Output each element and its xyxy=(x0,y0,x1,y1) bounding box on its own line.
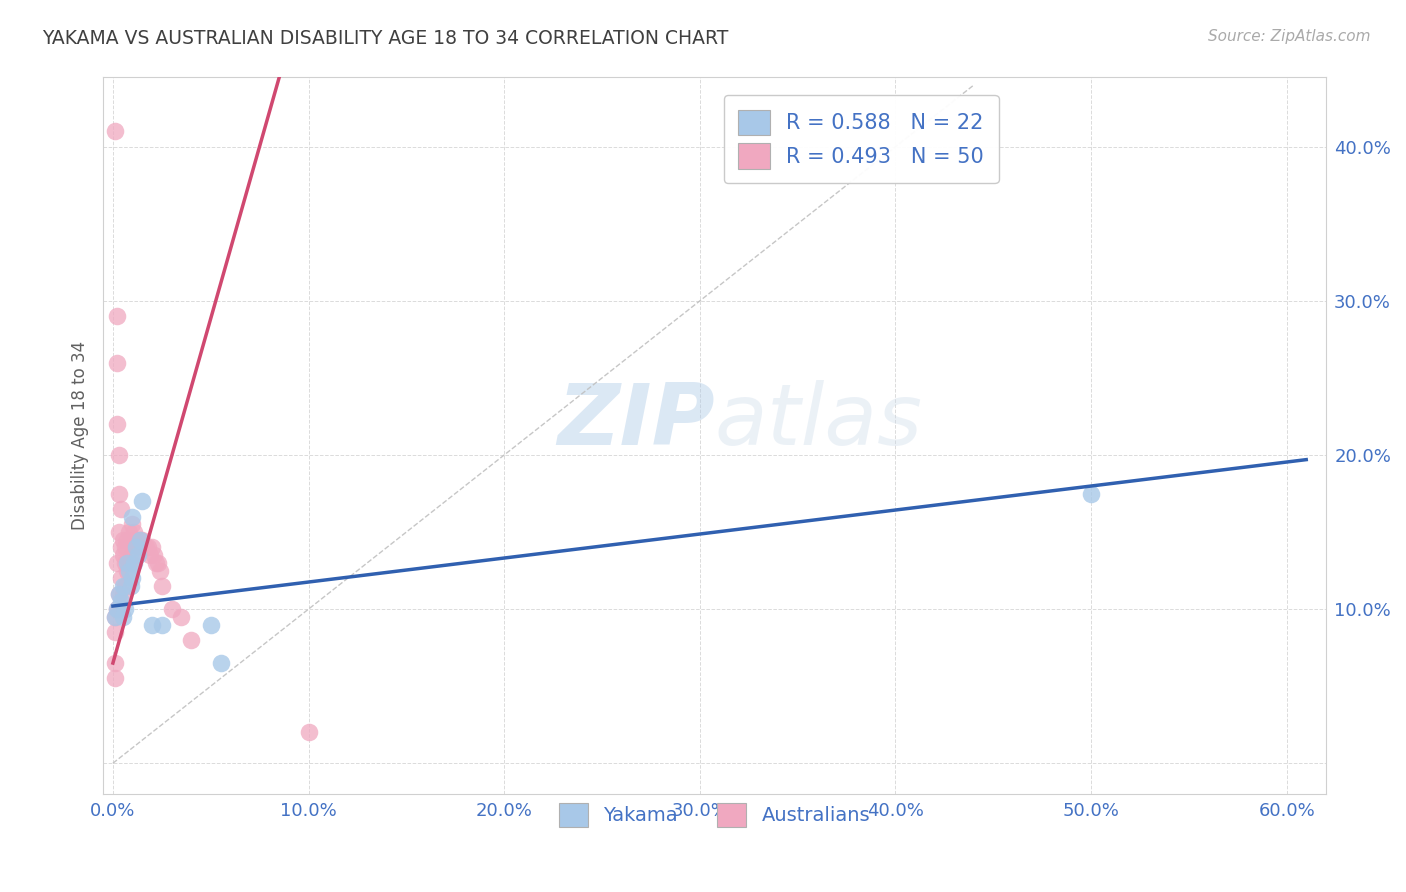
Point xyxy=(110,594,132,608)
Point xyxy=(105,310,128,324)
Point xyxy=(114,556,136,570)
Point xyxy=(111,533,134,547)
Point xyxy=(115,556,138,570)
Point xyxy=(121,517,143,532)
Point xyxy=(124,524,146,539)
Point xyxy=(120,556,142,570)
Point xyxy=(121,509,143,524)
Point xyxy=(111,587,134,601)
Point xyxy=(104,610,127,624)
Point xyxy=(170,610,193,624)
Point xyxy=(114,602,136,616)
Point xyxy=(125,541,148,555)
Point xyxy=(110,502,132,516)
Point xyxy=(115,533,138,547)
Point xyxy=(124,556,146,570)
Text: Source: ZipAtlas.com: Source: ZipAtlas.com xyxy=(1208,29,1371,44)
Point xyxy=(150,579,173,593)
Point xyxy=(160,602,183,616)
Point xyxy=(120,579,142,593)
Point xyxy=(200,617,222,632)
Point xyxy=(117,524,139,539)
Point xyxy=(105,355,128,369)
Point xyxy=(114,579,136,593)
Point xyxy=(107,587,129,601)
Point xyxy=(120,533,142,547)
Point xyxy=(107,448,129,462)
Point xyxy=(104,672,127,686)
Point xyxy=(146,556,169,570)
Point xyxy=(180,632,202,647)
Point xyxy=(114,541,136,555)
Point xyxy=(107,587,129,601)
Point xyxy=(107,524,129,539)
Point xyxy=(141,541,163,555)
Text: YAKAMA VS AUSTRALIAN DISABILITY AGE 18 TO 34 CORRELATION CHART: YAKAMA VS AUSTRALIAN DISABILITY AGE 18 T… xyxy=(42,29,728,47)
Point xyxy=(104,625,127,640)
Point xyxy=(129,533,152,547)
Point xyxy=(131,494,153,508)
Point xyxy=(135,541,157,555)
Y-axis label: Disability Age 18 to 34: Disability Age 18 to 34 xyxy=(72,341,89,531)
Point xyxy=(105,556,128,570)
Point xyxy=(127,541,149,555)
Point xyxy=(129,533,152,547)
Point xyxy=(139,548,162,562)
Point xyxy=(110,541,132,555)
Point xyxy=(117,556,139,570)
Point xyxy=(110,571,132,585)
Point xyxy=(104,610,127,624)
Point xyxy=(107,486,129,500)
Point xyxy=(141,617,163,632)
Point xyxy=(131,533,153,547)
Text: atlas: atlas xyxy=(714,380,922,463)
Point xyxy=(1080,486,1102,500)
Point xyxy=(209,656,232,670)
Point xyxy=(297,725,319,739)
Point xyxy=(105,417,128,432)
Point xyxy=(136,541,159,555)
Point xyxy=(150,617,173,632)
Point xyxy=(111,579,134,593)
Point xyxy=(104,124,127,138)
Point xyxy=(121,548,143,562)
Point xyxy=(105,602,128,616)
Point xyxy=(125,533,148,547)
Point xyxy=(143,548,166,562)
Point xyxy=(117,564,139,578)
Point xyxy=(111,548,134,562)
Point xyxy=(134,541,156,555)
Point xyxy=(115,564,138,578)
Text: ZIP: ZIP xyxy=(557,380,714,463)
Point xyxy=(104,656,127,670)
Point xyxy=(149,564,172,578)
Point xyxy=(105,602,128,616)
Point xyxy=(121,571,143,585)
Point xyxy=(127,548,149,562)
Point xyxy=(111,610,134,624)
Point xyxy=(145,556,167,570)
Legend: Yakama, Australians: Yakama, Australians xyxy=(551,795,877,835)
